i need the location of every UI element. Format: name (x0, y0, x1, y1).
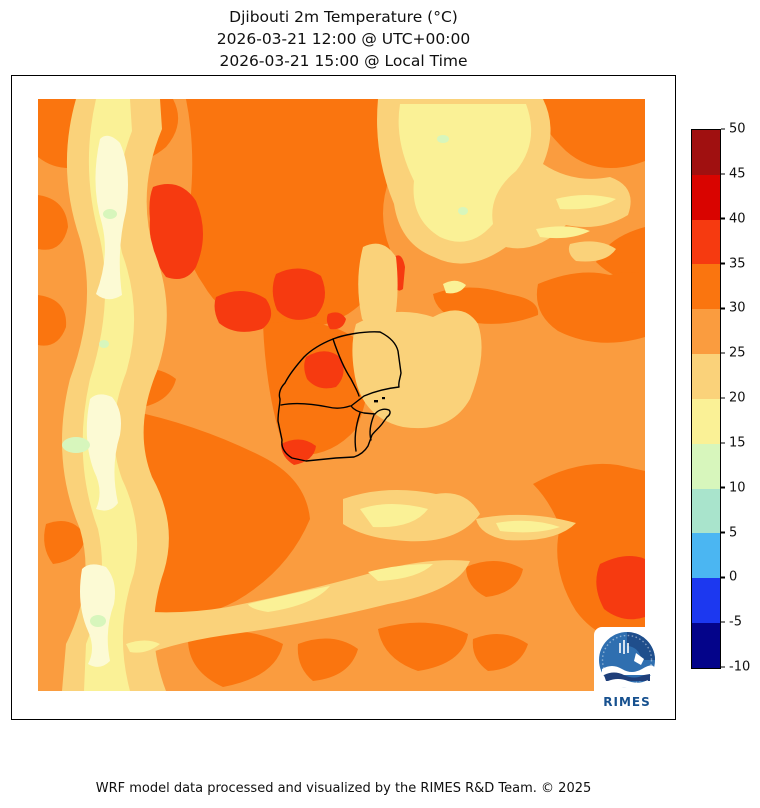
colorbar-tick-label: 0 (729, 569, 738, 585)
colorbar-tick-label: 50 (729, 121, 746, 137)
colorbar-tick-mark (721, 621, 725, 623)
colorbar-tick: 30 (721, 301, 746, 316)
colorbar-tick-mark (721, 576, 725, 579)
title-line-1: Djibouti 2m Temperature (°C) (229, 8, 458, 26)
colorbar-segment (692, 309, 720, 355)
colorbar-tick: 15 (721, 435, 746, 450)
district-line-tadjourah-dikhil (280, 402, 351, 409)
colorbar-tick-label: -10 (729, 659, 751, 675)
temperature-map (38, 99, 645, 691)
colorbar-tick: -5 (721, 615, 742, 630)
colorbar-tick: 25 (721, 346, 746, 361)
colorbar-segment (692, 174, 720, 220)
colorbar-tick-label: 20 (729, 390, 746, 406)
colorbar-tick: 10 (721, 480, 746, 495)
colorbar-tick: -10 (721, 660, 750, 675)
figure-title: Djibouti 2m Temperature (°C) 2026-03-21 … (11, 6, 676, 72)
colorbar-tick-mark (721, 173, 725, 175)
title-line-2: 2026-03-21 12:00 @ UTC+00:00 (216, 30, 471, 48)
colorbar-tick: 20 (721, 391, 746, 406)
district-line-dikhil-alisabieh (354, 412, 361, 452)
colorbar-tick-label: 15 (729, 435, 746, 451)
footer-credit: WRF model data processed and visualized … (95, 781, 592, 796)
colorbar-tick-mark (721, 666, 725, 668)
colorbar-tick-mark (721, 128, 725, 130)
colorbar-tick: 45 (721, 166, 746, 181)
island (382, 397, 385, 400)
rimes-logo-emblem (599, 632, 655, 689)
colorbar-segment (692, 623, 720, 668)
colorbar-tick: 40 (721, 211, 746, 226)
colorbar-tick-label: -5 (729, 614, 742, 630)
colorbar-tick-label: 25 (729, 345, 746, 361)
colorbar-tick-mark (721, 397, 725, 399)
colorbar-tick-label: 45 (729, 166, 746, 182)
colorbar-segment (692, 354, 720, 399)
colorbar-segment (692, 398, 720, 444)
colorbar-tick-label: 10 (729, 480, 746, 496)
contour-35-40 (149, 184, 645, 620)
rimes-logo: RIMES (594, 627, 660, 713)
colorbar-tick-label: 35 (729, 256, 746, 271)
colorbar-tick-mark (721, 486, 725, 489)
contour-15-20 (80, 99, 616, 691)
colorbar-segments (691, 129, 721, 669)
title-line-3: 2026-03-21 15:00 @ Local Time (219, 52, 468, 70)
colorbar-tick: 50 (721, 122, 746, 137)
colorbar-segment (692, 443, 720, 489)
admin-boundaries (277, 331, 402, 462)
colorbar-tick-mark (721, 217, 725, 220)
island (374, 400, 378, 403)
contour-10-15 (62, 135, 468, 627)
colorbar-tick-label: 30 (729, 300, 746, 316)
colorbar-tick: 35 (721, 256, 746, 271)
colorbar-tick-label: 40 (729, 211, 746, 227)
colorbar-segment (692, 130, 720, 175)
colorbar-tick-mark (721, 442, 725, 444)
colorbar-ticks: 50 45 40 35 30 25 20 15 10 5 0 -5 -10 (721, 122, 759, 675)
colorbar-tick-mark (721, 531, 725, 534)
rimes-logo-text: RIMES (603, 695, 651, 709)
country-outline (277, 331, 402, 462)
colorbar-tick-label: 5 (729, 525, 738, 540)
district-line-arta (369, 414, 375, 441)
colorbar-segment (692, 578, 720, 624)
contour-30-35 (38, 99, 645, 687)
colorbar-tick-mark (721, 262, 725, 265)
colorbar-tick: 5 (721, 525, 737, 540)
colorbar-segment (692, 264, 720, 310)
colorbar-tick-mark (721, 307, 725, 310)
map-axes-frame: RIMES (11, 75, 676, 720)
colorbar-tick-mark (721, 352, 725, 354)
colorbar-segment (692, 533, 720, 579)
colorbar-segment (692, 488, 720, 534)
colorbar-tick: 0 (721, 570, 737, 585)
colorbar-segment (692, 219, 720, 265)
district-line-obock-tadjourah (332, 338, 360, 397)
